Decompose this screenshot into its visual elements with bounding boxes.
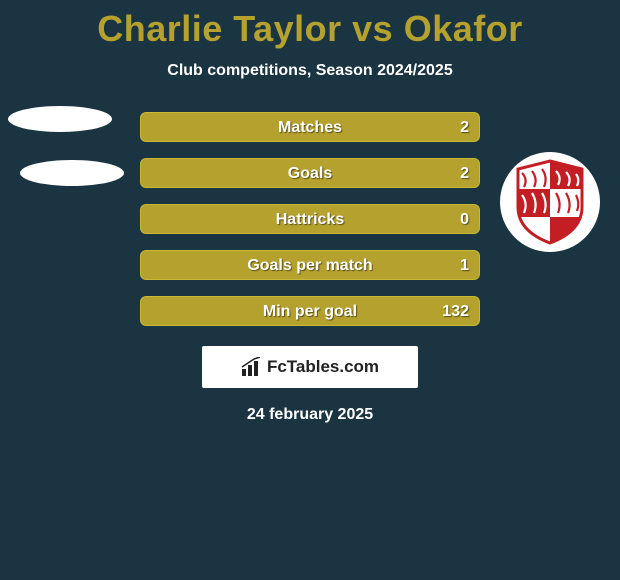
stat-label: Hattricks xyxy=(141,205,479,235)
stat-value: 132 xyxy=(442,297,469,327)
ellipse-shape xyxy=(8,106,112,132)
stat-label: Min per goal xyxy=(141,297,479,327)
subtitle: Club competitions, Season 2024/2025 xyxy=(0,62,620,80)
ellipse-shape xyxy=(20,160,124,186)
stat-bar: Min per goal132 xyxy=(140,296,480,326)
stat-bar: Goals per match1 xyxy=(140,250,480,280)
player2-avatar xyxy=(500,152,600,252)
brand-text: FcTables.com xyxy=(267,357,379,377)
date-label: 24 february 2025 xyxy=(0,406,620,424)
page-title: Charlie Taylor vs Okafor xyxy=(0,0,620,50)
stat-label: Matches xyxy=(141,113,479,143)
bar-chart-icon xyxy=(241,357,263,377)
stat-label: Goals xyxy=(141,159,479,189)
club-crest xyxy=(500,152,600,252)
brand-badge: FcTables.com xyxy=(202,346,418,388)
stat-bar: Matches2 xyxy=(140,112,480,142)
stat-label: Goals per match xyxy=(141,251,479,281)
stats-area: Matches2Goals2Hattricks0Goals per match1… xyxy=(0,112,620,332)
stat-bars: Matches2Goals2Hattricks0Goals per match1… xyxy=(140,112,480,342)
player1-avatar xyxy=(8,106,113,226)
stat-value: 2 xyxy=(460,113,469,143)
stat-value: 2 xyxy=(460,159,469,189)
stat-bar: Goals2 xyxy=(140,158,480,188)
stat-bar: Hattricks0 xyxy=(140,204,480,234)
stat-value: 0 xyxy=(460,205,469,235)
shield-icon xyxy=(514,159,586,245)
stat-value: 1 xyxy=(460,251,469,281)
